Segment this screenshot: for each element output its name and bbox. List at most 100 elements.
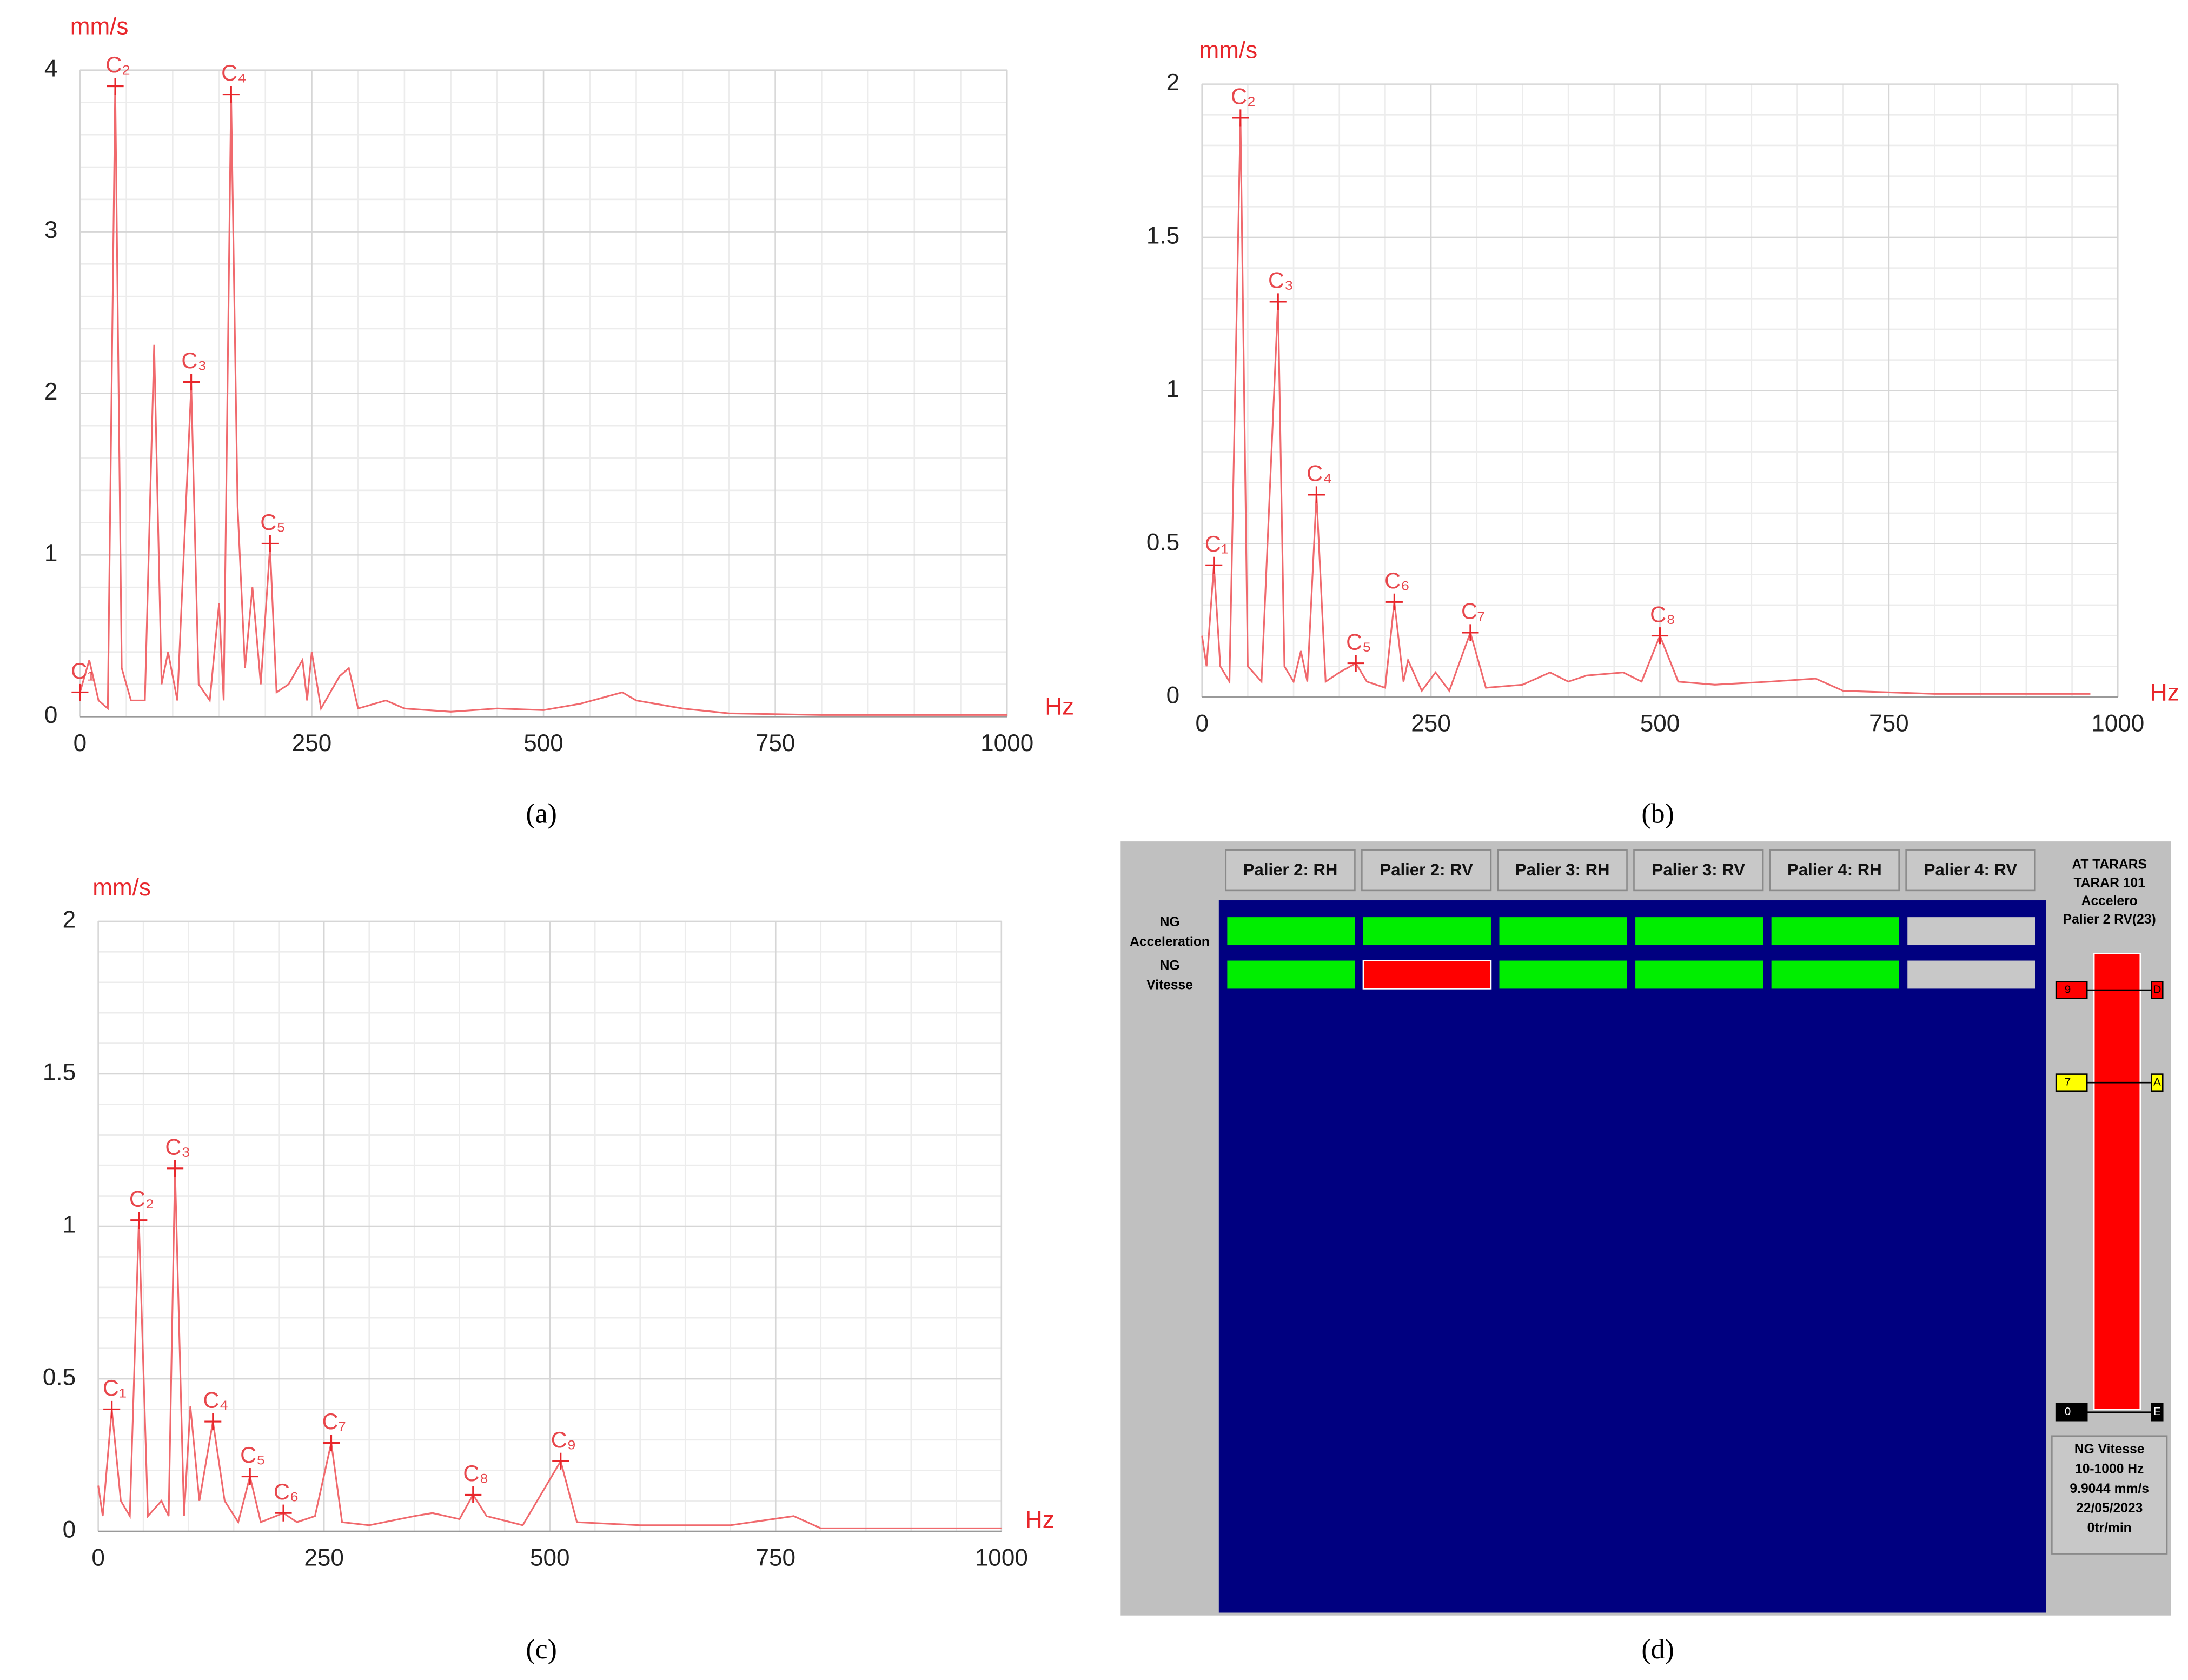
- marker-box: [2151, 981, 2164, 999]
- peak-marker: [1205, 556, 1223, 574]
- marker-label: 7: [2065, 1076, 2071, 1088]
- y-tick-label: 0.5: [1146, 529, 1179, 555]
- row-label: NG: [1160, 915, 1180, 929]
- y-tick-label: 0: [1166, 682, 1180, 709]
- column-header: [1497, 849, 1628, 892]
- peak-label: C₆: [274, 1479, 299, 1504]
- peak-label: C₄: [203, 1387, 228, 1413]
- side-title: Accelero: [2081, 894, 2138, 908]
- status-cell: [1907, 960, 2035, 989]
- status-cell: [1362, 960, 1492, 990]
- peak-marker: [130, 1212, 148, 1229]
- peak-marker: [167, 1160, 184, 1177]
- peak-label: C₁: [71, 658, 95, 683]
- peak-label: C₁: [1205, 531, 1229, 556]
- status-cell: [1907, 917, 2035, 946]
- x-tick-label: 1000: [2091, 710, 2144, 736]
- peak-marker: [552, 1452, 569, 1470]
- peak-label: C₆: [1384, 568, 1410, 593]
- status-area: [1218, 900, 2046, 1613]
- peak-label: C₈: [463, 1460, 488, 1486]
- status-cell: [1635, 917, 1763, 946]
- column-header: [1769, 849, 1900, 892]
- x-axis-label: Hz: [2150, 679, 2179, 706]
- y-axis-label: mm/s: [70, 14, 129, 40]
- peak-marker: [465, 1486, 482, 1503]
- y-tick-label: 2: [63, 907, 76, 933]
- x-tick-label: 750: [755, 730, 795, 756]
- spectrum-line: [97, 1168, 1002, 1530]
- marker-box: [2055, 981, 2088, 999]
- status-cell: [1635, 960, 1763, 989]
- peak-marker: [103, 1400, 121, 1418]
- spectrum-line: [79, 86, 1007, 716]
- y-tick-label: 1.5: [43, 1059, 76, 1086]
- x-tick-label: 0: [1195, 710, 1209, 736]
- y-tick-label: 1.5: [1146, 223, 1179, 249]
- peak-label: C₂: [129, 1186, 154, 1211]
- column-header-label: Palier 4: RV: [1924, 860, 2018, 879]
- info-line: NG Vitesse: [2074, 1442, 2145, 1457]
- x-tick-label: 0: [74, 730, 87, 756]
- peak-marker: [1269, 293, 1287, 310]
- peak-marker: [322, 1434, 340, 1452]
- y-tick-label: 0.5: [43, 1364, 76, 1391]
- peak-marker: [275, 1504, 292, 1522]
- marker-box: [2055, 1403, 2088, 1422]
- peak-marker: [1385, 593, 1403, 610]
- gauge-bar: [2093, 953, 2141, 1410]
- peak-label: C₅: [260, 509, 286, 535]
- peak-label: C₇: [322, 1409, 346, 1434]
- y-tick-label: 3: [44, 217, 58, 243]
- peak-label: C₅: [1346, 629, 1371, 654]
- peak-marker: [1308, 486, 1325, 503]
- column-header-label: Palier 4: RH: [1787, 860, 1882, 879]
- column-header-label: Palier 3: RV: [1652, 860, 1746, 879]
- peak-label: C₄: [1307, 461, 1332, 486]
- peak-label: C₃: [181, 348, 207, 373]
- caption: (b): [1641, 798, 1674, 829]
- side-title: AT TARARS: [2072, 858, 2147, 872]
- marker-box: [2151, 1073, 2164, 1092]
- status-cell: [1499, 917, 1627, 946]
- y-tick-label: 1: [44, 540, 58, 567]
- column-header-label: Palier 3: RH: [1515, 860, 1610, 879]
- status-cell: [1363, 917, 1491, 946]
- peak-marker: [241, 1467, 258, 1485]
- column-header-label: Palier 2: RV: [1380, 860, 1473, 879]
- peak-label: C₉: [551, 1427, 576, 1452]
- peak-label: C₈: [1650, 601, 1675, 627]
- marker-label: D: [2153, 983, 2161, 995]
- row-label: Vitesse: [1146, 978, 1193, 993]
- peak-label: C₂: [1231, 84, 1256, 109]
- side-title: TARAR 101: [2074, 875, 2146, 890]
- y-axis-label: mm/s: [1199, 37, 1258, 64]
- x-tick-label: 250: [1411, 710, 1451, 736]
- x-tick-label: 500: [523, 730, 563, 756]
- column-header: [1905, 849, 2036, 892]
- peak-label: C₃: [165, 1134, 190, 1159]
- column-header: [1633, 849, 1764, 892]
- peak-label: C₄: [221, 60, 247, 85]
- peak-label: C₇: [1461, 599, 1485, 624]
- y-tick-label: 2: [44, 379, 58, 405]
- side-title: Palier 2 RV(23): [2063, 912, 2156, 927]
- marker-box: [2055, 1073, 2088, 1092]
- y-axis-label: mm/s: [92, 874, 151, 901]
- column-header: [1225, 849, 1356, 892]
- peak-label: C₅: [240, 1442, 266, 1467]
- peak-label: C₃: [1268, 268, 1294, 293]
- x-tick-label: 500: [530, 1545, 570, 1571]
- peak-marker: [1232, 109, 1249, 127]
- status-cell: [1771, 960, 1899, 989]
- peak-marker: [1651, 627, 1669, 645]
- peak-label: C₁: [103, 1375, 127, 1400]
- peak-marker: [261, 535, 279, 553]
- peak-marker: [204, 1413, 222, 1430]
- marker-label: 0: [2065, 1405, 2071, 1418]
- caption: (d): [1641, 1634, 1674, 1665]
- y-tick-label: 1: [1166, 376, 1180, 402]
- row-label: NG: [1160, 958, 1180, 973]
